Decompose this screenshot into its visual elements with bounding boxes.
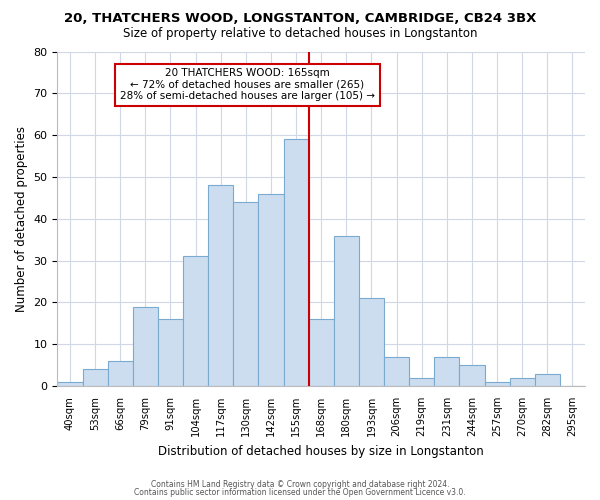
Text: Size of property relative to detached houses in Longstanton: Size of property relative to detached ho… (123, 28, 477, 40)
Bar (308, 319, 334, 386)
Text: Contains HM Land Registry data © Crown copyright and database right 2024.: Contains HM Land Registry data © Crown c… (151, 480, 449, 489)
Text: 20, THATCHERS WOOD, LONGSTANTON, CAMBRIDGE, CB24 3BX: 20, THATCHERS WOOD, LONGSTANTON, CAMBRID… (64, 12, 536, 26)
Bar (107, 361, 133, 386)
X-axis label: Distribution of detached houses by size in Longstanton: Distribution of detached houses by size … (158, 444, 484, 458)
Bar (509, 378, 535, 386)
Bar (83, 370, 107, 386)
Bar (334, 236, 359, 386)
Bar (259, 194, 284, 386)
Text: 20 THATCHERS WOOD: 165sqm
← 72% of detached houses are smaller (265)
28% of semi: 20 THATCHERS WOOD: 165sqm ← 72% of detac… (120, 68, 375, 102)
Bar (434, 357, 460, 386)
Bar (183, 256, 208, 386)
Bar (535, 374, 560, 386)
Bar (233, 202, 259, 386)
Bar (58, 382, 83, 386)
Bar (133, 306, 158, 386)
Y-axis label: Number of detached properties: Number of detached properties (15, 126, 28, 312)
Bar (158, 319, 183, 386)
Bar (409, 378, 434, 386)
Text: Contains public sector information licensed under the Open Government Licence v3: Contains public sector information licen… (134, 488, 466, 497)
Bar (384, 357, 409, 386)
Bar (284, 140, 308, 386)
Bar (460, 365, 485, 386)
Bar (208, 186, 233, 386)
Bar (359, 298, 384, 386)
Bar (485, 382, 509, 386)
